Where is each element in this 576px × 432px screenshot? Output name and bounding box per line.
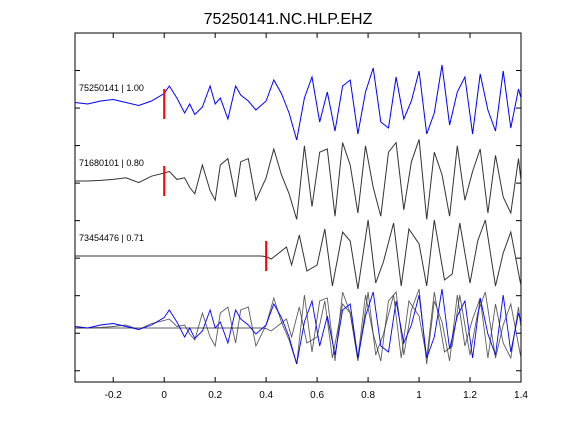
y-axis-ticks: [75, 70, 521, 372]
x-tick-label: 0.8: [361, 390, 375, 401]
trace-line-2: [75, 139, 522, 220]
x-tick-label: 0: [161, 390, 167, 401]
x-tick-label: 0.6: [310, 390, 324, 401]
x-tick-label: 1.2: [463, 390, 477, 401]
x-tick-label: 0.2: [208, 390, 222, 401]
overlay-trace-1: [74, 288, 522, 365]
trace-label-1: 75250141 | 1.00: [79, 83, 144, 93]
x-axis-ticks: -0.2 0 0.2 0.4 0.6 0.8 1 1.2 1.4: [105, 33, 528, 401]
overlay-trace-3: [75, 291, 522, 362]
x-tick-label: -0.2: [105, 390, 123, 401]
x-tick-label: 1: [416, 390, 422, 401]
trace-label-3: 73454476 | 0.71: [79, 233, 144, 243]
x-tick-label: 1.4: [514, 390, 528, 401]
trace-labels: 75250141 | 1.00 71680101 | 0.80 73454476…: [79, 83, 144, 243]
chart-title: 75250141.NC.HLP.EHZ: [204, 11, 373, 28]
trace-group: [74, 64, 522, 365]
x-tick-label: 0.4: [259, 390, 273, 401]
trace-line-1: [74, 64, 522, 141]
trace-label-2: 71680101 | 0.80: [79, 158, 144, 168]
overlay-trace-2: [75, 288, 522, 365]
